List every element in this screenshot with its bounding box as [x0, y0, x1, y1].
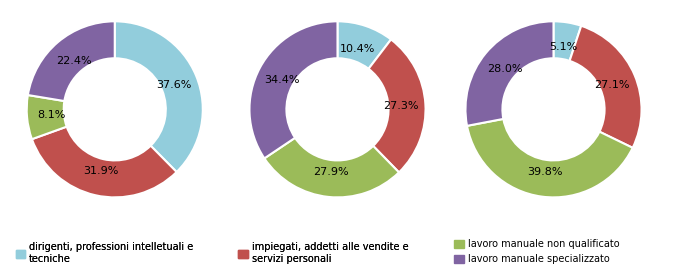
Wedge shape — [554, 21, 581, 61]
Wedge shape — [369, 39, 425, 172]
Title: EXTRA UE: EXTRA UE — [508, 0, 599, 4]
Text: 28.0%: 28.0% — [487, 64, 522, 74]
Title: Italiani: Italiani — [82, 0, 147, 4]
Text: 39.8%: 39.8% — [527, 167, 563, 177]
Title: UE: UE — [325, 0, 350, 4]
Text: 27.1%: 27.1% — [594, 80, 630, 90]
Wedge shape — [570, 26, 641, 148]
Text: 8.1%: 8.1% — [37, 110, 65, 120]
Legend: lavoro manuale non qualificato, lavoro manuale specializzato: lavoro manuale non qualificato, lavoro m… — [450, 235, 624, 268]
Text: 5.1%: 5.1% — [549, 42, 578, 52]
Legend: dirigenti, professioni intelletuali e
tecniche: dirigenti, professioni intelletuali e te… — [11, 238, 197, 268]
Wedge shape — [250, 21, 338, 158]
Wedge shape — [28, 21, 115, 101]
Wedge shape — [467, 119, 632, 197]
Text: 22.4%: 22.4% — [56, 56, 92, 66]
Wedge shape — [32, 127, 177, 197]
Wedge shape — [265, 138, 399, 197]
Wedge shape — [115, 21, 202, 172]
Wedge shape — [466, 21, 554, 126]
Text: 27.3%: 27.3% — [383, 100, 418, 111]
Text: 34.4%: 34.4% — [264, 75, 299, 85]
Text: 37.6%: 37.6% — [156, 80, 191, 90]
Legend: impiegati, addetti alle vendite e
servizi personali: impiegati, addetti alle vendite e serviz… — [234, 238, 412, 268]
Text: 31.9%: 31.9% — [83, 166, 118, 176]
Text: 27.9%: 27.9% — [313, 167, 349, 177]
Wedge shape — [27, 95, 67, 139]
Text: 10.4%: 10.4% — [340, 44, 375, 54]
Wedge shape — [338, 21, 391, 69]
